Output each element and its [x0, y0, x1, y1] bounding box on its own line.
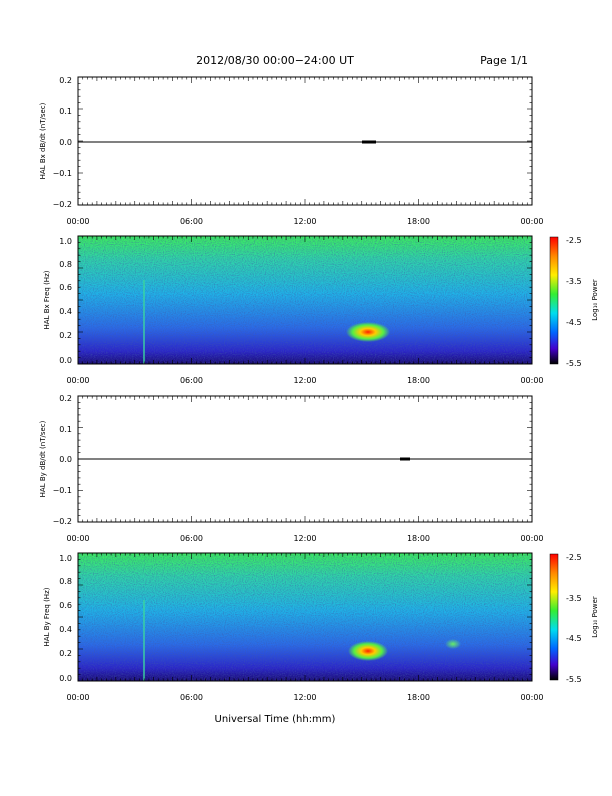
- x-axis-label: Universal Time (hh:mm): [215, 714, 336, 725]
- xtick-label: 06:00: [180, 534, 203, 543]
- xtick-label: 06:00: [180, 693, 203, 702]
- ytick-label: 0.4: [59, 307, 72, 316]
- colorbar-tick-label: -2.5: [566, 553, 582, 562]
- xtick-label: 00:00: [520, 693, 543, 702]
- xtick-label: 12:00: [293, 534, 316, 543]
- by-spectrogram-event: [348, 641, 388, 661]
- ytick-label: 1.0: [59, 237, 72, 246]
- panel-by-dbdt-ylabel: HAL By dB/dt (nT/sec): [39, 420, 47, 497]
- page-number: Page 1/1: [480, 54, 528, 67]
- xtick-label: 00:00: [66, 693, 89, 702]
- xtick-label: 00:00: [520, 217, 543, 226]
- ytick-label: −0.2: [53, 517, 72, 526]
- panel-by-freq-ylabel: HAL By Freq (Hz): [43, 587, 51, 646]
- panel-bx-dbdt: HAL Bx dB/dt (nT/sec) 0.2 0.1 0.0 −0.1 −…: [39, 76, 544, 226]
- xtick-label: 18:00: [407, 376, 430, 385]
- ytick-label: 0.4: [59, 625, 72, 634]
- colorbar-label: Log₁₀ Power: [591, 279, 599, 321]
- xtick-label: 00:00: [66, 534, 89, 543]
- colorbar-label: Log₁₀ Power: [591, 596, 599, 638]
- ytick-label: 0.6: [59, 283, 72, 292]
- ytick-label: −0.1: [53, 169, 72, 178]
- ytick-label: 0.2: [59, 76, 72, 85]
- colorbar-tick-label: -3.5: [566, 594, 582, 603]
- ytick-label: 0.8: [59, 577, 72, 586]
- ytick-label: 0.1: [59, 425, 72, 434]
- colorbar-by: [549, 553, 559, 681]
- xtick-label: 00:00: [66, 376, 89, 385]
- by-spectrogram-event-weak: [445, 639, 461, 649]
- ytick-label: 0.0: [59, 356, 72, 365]
- xtick-label: 12:00: [293, 217, 316, 226]
- by-dbdt-event: [400, 457, 410, 461]
- colorbar-tick-label: -5.5: [566, 675, 582, 684]
- xtick-label: 18:00: [407, 534, 430, 543]
- bx-dbdt-event: [362, 140, 376, 144]
- colorbar-tick-label: -4.5: [566, 318, 582, 327]
- xtick-label: 18:00: [407, 693, 430, 702]
- ytick-label: −0.1: [53, 486, 72, 495]
- xtick-label: 12:00: [293, 693, 316, 702]
- xtick-label: 00:00: [520, 534, 543, 543]
- ytick-label: 0.0: [59, 455, 72, 464]
- ytick-label: 0.2: [59, 331, 72, 340]
- xtick-label: 06:00: [180, 217, 203, 226]
- by-spectrogram-noise: [78, 553, 532, 681]
- xtick-label: 06:00: [180, 376, 203, 385]
- colorbar-tick-label: -4.5: [566, 634, 582, 643]
- xtick-label: 00:00: [66, 217, 89, 226]
- colorbar-tick-label: -2.5: [566, 236, 582, 245]
- panel-by-freq: HAL By Freq (Hz) 1.0 0.8 0.6 0.4 0.2 0.0…: [43, 552, 599, 702]
- panel-by-dbdt: HAL By dB/dt (nT/sec) 0.2 0.1 0.0 −0.1 −…: [39, 394, 544, 543]
- colorbar-bx: [549, 236, 559, 365]
- xtick-label: 18:00: [407, 217, 430, 226]
- ytick-label: 0.8: [59, 260, 72, 269]
- xtick-label: 12:00: [293, 376, 316, 385]
- ytick-label: 0.0: [59, 138, 72, 147]
- ytick-label: 1.0: [59, 554, 72, 563]
- bx-spectrogram-stripe: [143, 280, 145, 364]
- bx-spectrogram-noise: [78, 236, 532, 364]
- panel-bx-freq: HAL Bx Freq (Hz) 1.0 0.8 0.6 0.4 0.2 0.0…: [43, 235, 599, 385]
- panel-bx-dbdt-frame: [77, 76, 533, 206]
- panel-bx-freq-ylabel: HAL Bx Freq (Hz): [43, 270, 51, 329]
- panel-bx-dbdt-ylabel: HAL Bx dB/dt (nT/sec): [39, 102, 47, 179]
- ytick-label: −0.2: [53, 200, 72, 209]
- colorbar-tick-label: -3.5: [566, 277, 582, 286]
- colorbar-tick-label: -5.5: [566, 359, 582, 368]
- ytick-label: 0.0: [59, 674, 72, 683]
- ytick-label: 0.2: [59, 394, 72, 403]
- xtick-label: 00:00: [520, 376, 543, 385]
- ytick-label: 0.1: [59, 107, 72, 116]
- bx-spectrogram-event: [346, 322, 390, 342]
- ytick-label: 0.6: [59, 601, 72, 610]
- plot-title: 2012/08/30 00:00−24:00 UT: [196, 54, 354, 67]
- ytick-label: 0.2: [59, 649, 72, 658]
- by-spectrogram-stripe: [143, 600, 145, 681]
